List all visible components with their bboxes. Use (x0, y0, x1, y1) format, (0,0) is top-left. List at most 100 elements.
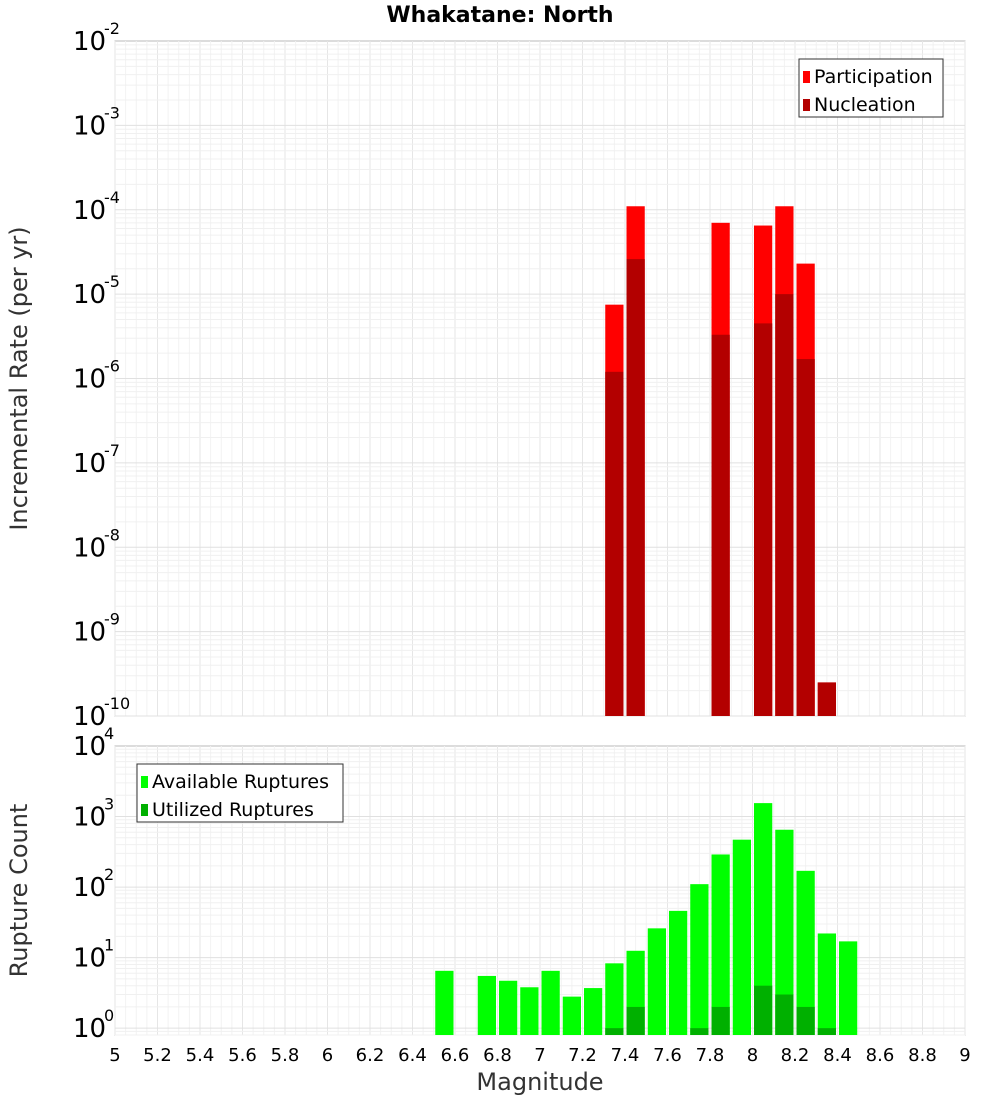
x-tick-label: 5.6 (228, 1045, 257, 1066)
bar-utilized-ruptures (605, 1028, 624, 1035)
y-tick-label: 10-8 (73, 525, 120, 563)
y-tick-label: 102 (73, 865, 114, 903)
x-tick-label: 7.4 (611, 1045, 640, 1066)
bar-utilized-ruptures (754, 985, 773, 1035)
y-tick-base: 10 (73, 702, 106, 732)
y-tick-exponent: -9 (104, 610, 120, 629)
bar-nucleation (711, 334, 730, 716)
bar-available-ruptures (754, 803, 773, 1035)
y-tick-exponent: -6 (104, 357, 120, 376)
y-tick-base: 10 (73, 618, 106, 648)
legend-swatch (141, 804, 148, 816)
bar-available-ruptures (499, 980, 518, 1035)
y-tick-label: 103 (73, 795, 114, 833)
y-tick-exponent: 3 (104, 795, 114, 814)
chart-title: Whakatane: North (386, 3, 613, 28)
bar-available-ruptures (647, 928, 666, 1035)
bar-nucleation (796, 359, 815, 716)
legend-box (798, 58, 944, 118)
y-tick-base: 10 (73, 27, 106, 57)
y-tick-exponent: -3 (104, 103, 120, 122)
x-tick-label: 8.2 (781, 1045, 810, 1066)
x-tick-label: 8.6 (866, 1045, 895, 1066)
bar-nucleation (754, 323, 773, 716)
bar-utilized-ruptures (817, 1028, 836, 1035)
x-tick-label: 5.4 (186, 1045, 215, 1066)
bar-available-ruptures (477, 975, 496, 1035)
bar-available-ruptures (669, 910, 688, 1035)
y-tick-base: 10 (73, 449, 106, 479)
y-tick-exponent: -5 (104, 272, 120, 291)
y-tick-exponent: -10 (104, 694, 130, 713)
y-tick-label: 101 (73, 936, 114, 974)
x-tick-label: 5.8 (271, 1045, 300, 1066)
legend-swatch (803, 99, 810, 111)
bar-utilized-ruptures (626, 1006, 645, 1035)
y-tick-base: 10 (73, 196, 106, 226)
bar-available-ruptures (520, 987, 539, 1035)
bar-available-ruptures (839, 941, 858, 1035)
bar-available-ruptures (435, 970, 454, 1035)
y-tick-exponent: 1 (104, 936, 114, 955)
legend-box (136, 763, 344, 823)
y-tick-label: 10-5 (73, 272, 120, 310)
count-legend: Available Ruptures Utilized Ruptures (136, 763, 344, 823)
x-tick-label: 8.4 (823, 1045, 852, 1066)
x-tick-label: 6.6 (441, 1045, 470, 1066)
bar-utilized-ruptures (796, 1006, 815, 1035)
y-tick-base: 10 (73, 280, 106, 310)
y-tick-label: 10-9 (73, 610, 120, 648)
bar-nucleation (775, 294, 794, 716)
legend-label: Nucleation (814, 94, 916, 116)
y-tick-base: 10 (73, 873, 106, 903)
y-tick-label: 100 (73, 1006, 114, 1044)
y-tick-base: 10 (73, 732, 106, 762)
y-tick-base: 10 (73, 533, 106, 563)
y-tick-base: 10 (73, 365, 106, 395)
y-tick-exponent: 0 (104, 1006, 114, 1025)
bar-available-ruptures (732, 839, 751, 1035)
bar-available-ruptures (711, 854, 730, 1035)
rate-gridlines (114, 41, 966, 717)
x-tick-label: 6.4 (398, 1045, 427, 1066)
rate-bars (605, 206, 836, 716)
y-tick-label: 10-7 (73, 441, 120, 479)
x-tick-label: 8 (747, 1045, 758, 1066)
bar-available-ruptures (796, 870, 815, 1035)
y-tick-exponent: -4 (104, 188, 120, 207)
bar-available-ruptures (584, 988, 603, 1035)
x-tick-label: 5.2 (143, 1045, 172, 1066)
x-tick-label: 7.6 (653, 1045, 682, 1066)
bar-utilized-ruptures (775, 994, 794, 1035)
x-tick-label: 8.8 (908, 1045, 937, 1066)
x-tick-label: 9 (959, 1045, 970, 1066)
bar-nucleation (626, 259, 645, 716)
y-tick-exponent: -2 (104, 19, 120, 38)
y-tick-label: 10-6 (73, 357, 120, 395)
y-tick-exponent: -7 (104, 441, 120, 460)
x-axis-label: Magnitude (476, 1068, 603, 1096)
x-tick-label: 6.8 (483, 1045, 512, 1066)
legend-label: Participation (814, 66, 933, 88)
y-tick-label: 104 (73, 724, 114, 762)
bar-utilized-ruptures (690, 1028, 709, 1035)
y-tick-exponent: 2 (104, 865, 114, 884)
y-tick-label: 10-10 (73, 694, 130, 732)
rate-y-axis-label: Incremental Rate (per yr) (5, 226, 33, 530)
bar-available-ruptures (690, 884, 709, 1035)
y-tick-label: 10-3 (73, 103, 120, 141)
bar-available-ruptures (605, 963, 624, 1035)
bar-available-ruptures (775, 829, 794, 1035)
x-tick-labels: 5 5.2 5.4 5.6 5.8 6 6.2 6.4 6.6 6.8 7 7.2 7.4 7.6 7.8 8… (109, 1045, 970, 1066)
bar-nucleation (817, 682, 836, 716)
legend-label: Available Ruptures (152, 771, 329, 793)
y-tick-base: 10 (73, 803, 106, 833)
y-tick-base: 10 (73, 1014, 106, 1044)
bar-utilized-ruptures (711, 1006, 730, 1035)
y-tick-base: 10 (73, 111, 106, 141)
